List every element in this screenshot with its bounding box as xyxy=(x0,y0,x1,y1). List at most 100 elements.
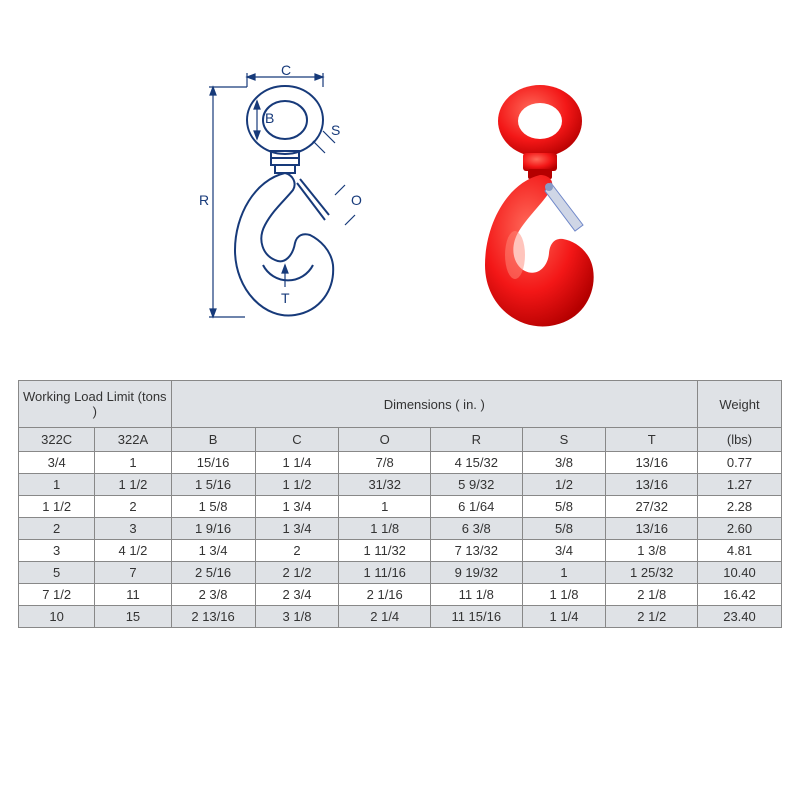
table-cell: 1 3/4 xyxy=(255,518,339,540)
table-cell: 4 15/32 xyxy=(430,452,522,474)
table-cell: 1 3/4 xyxy=(171,540,255,562)
table-cell: 3 1/8 xyxy=(255,606,339,628)
table-cell: 3/8 xyxy=(522,452,606,474)
dim-label-r: R xyxy=(199,192,209,208)
table-cell: 1 1/8 xyxy=(522,584,606,606)
table-cell: 1 xyxy=(339,496,431,518)
table-cell: 3 xyxy=(95,518,171,540)
table-cell: 31/32 xyxy=(339,474,431,496)
table-cell: 10.40 xyxy=(698,562,782,584)
table-cell: 15/16 xyxy=(171,452,255,474)
table-cell: 1 xyxy=(19,474,95,496)
table-cell: 2 1/8 xyxy=(606,584,698,606)
spec-table-container: Working Load Limit (tons ) Dimensions ( … xyxy=(0,380,800,628)
table-cell: 7 xyxy=(95,562,171,584)
table-row: 34 1/21 3/421 11/327 13/323/41 3/84.81 xyxy=(19,540,782,562)
table-cell: 1 9/16 xyxy=(171,518,255,540)
spec-table: Working Load Limit (tons ) Dimensions ( … xyxy=(18,380,782,628)
table-cell: 5/8 xyxy=(522,496,606,518)
table-cell: 2.28 xyxy=(698,496,782,518)
table-cell: 5/8 xyxy=(522,518,606,540)
table-cell: 1 1/4 xyxy=(255,452,339,474)
table-cell: 11 1/8 xyxy=(430,584,522,606)
table-cell: 2 1/16 xyxy=(339,584,431,606)
table-cell: 2 xyxy=(255,540,339,562)
table-cell: 1 1/8 xyxy=(339,518,431,540)
table-cell: 15 xyxy=(95,606,171,628)
table-cell: 13/16 xyxy=(606,518,698,540)
diagram-area: C B S R O T xyxy=(0,0,800,380)
dim-label-t: T xyxy=(281,290,290,306)
table-cell: 1 25/32 xyxy=(606,562,698,584)
table-cell: 2 1/2 xyxy=(255,562,339,584)
table-cell: 3/4 xyxy=(19,452,95,474)
dim-label-s: S xyxy=(331,122,340,138)
table-row: 3/4115/161 1/47/84 15/323/813/160.77 xyxy=(19,452,782,474)
col-header: B xyxy=(171,428,255,452)
table-cell: 27/32 xyxy=(606,496,698,518)
table-cell: 3/4 xyxy=(522,540,606,562)
header-dims: Dimensions ( in. ) xyxy=(171,381,697,428)
table-cell: 1 xyxy=(522,562,606,584)
table-cell: 2 3/8 xyxy=(171,584,255,606)
col-header: O xyxy=(339,428,431,452)
table-cell: 1 11/16 xyxy=(339,562,431,584)
table-cell: 2 1/2 xyxy=(606,606,698,628)
table-cell: 11 xyxy=(95,584,171,606)
col-header: 322C xyxy=(19,428,95,452)
table-cell: 1 1/4 xyxy=(522,606,606,628)
table-cell: 2 3/4 xyxy=(255,584,339,606)
table-cell: 23.40 xyxy=(698,606,782,628)
table-cell: 1 5/8 xyxy=(171,496,255,518)
table-cell: 2 xyxy=(95,496,171,518)
table-cell: 13/16 xyxy=(606,474,698,496)
table-cell: 16.42 xyxy=(698,584,782,606)
dim-label-b: B xyxy=(265,110,274,126)
col-header: T xyxy=(606,428,698,452)
table-cell: 1 11/32 xyxy=(339,540,431,562)
table-cell: 4 1/2 xyxy=(95,540,171,562)
table-cell: 5 xyxy=(19,562,95,584)
hook-technical-diagram: C B S R O T xyxy=(185,65,385,345)
table-cell: 5 9/32 xyxy=(430,474,522,496)
col-header: 322A xyxy=(95,428,171,452)
table-cell: 7 13/32 xyxy=(430,540,522,562)
table-cell: 13/16 xyxy=(606,452,698,474)
table-cell: 1 1/2 xyxy=(255,474,339,496)
table-cell: 2 5/16 xyxy=(171,562,255,584)
table-cell: 4.81 xyxy=(698,540,782,562)
table-cell: 9 19/32 xyxy=(430,562,522,584)
table-cell: 7/8 xyxy=(339,452,431,474)
col-header: S xyxy=(522,428,606,452)
table-cell: 2 xyxy=(19,518,95,540)
table-cell: 1 1/2 xyxy=(19,496,95,518)
col-header: C xyxy=(255,428,339,452)
table-cell: 1 1/2 xyxy=(95,474,171,496)
table-cell: 7 1/2 xyxy=(19,584,95,606)
table-cell: 2 1/4 xyxy=(339,606,431,628)
table-cell: 6 1/64 xyxy=(430,496,522,518)
table-row: 7 1/2112 3/82 3/42 1/1611 1/81 1/82 1/81… xyxy=(19,584,782,606)
table-cell: 6 3/8 xyxy=(430,518,522,540)
table-cell: 10 xyxy=(19,606,95,628)
table-cell: 1 xyxy=(95,452,171,474)
table-cell: 3 xyxy=(19,540,95,562)
dim-label-c: C xyxy=(281,65,291,78)
table-row: 231 9/161 3/41 1/86 3/85/813/162.60 xyxy=(19,518,782,540)
table-cell: 1 3/8 xyxy=(606,540,698,562)
header-wll: Working Load Limit (tons ) xyxy=(19,381,172,428)
col-header: (lbs) xyxy=(698,428,782,452)
table-cell: 1 5/16 xyxy=(171,474,255,496)
table-row: 11 1/21 5/161 1/231/325 9/321/213/161.27 xyxy=(19,474,782,496)
table-cell: 11 15/16 xyxy=(430,606,522,628)
table-row: 1 1/221 5/81 3/416 1/645/827/322.28 xyxy=(19,496,782,518)
table-cell: 0.77 xyxy=(698,452,782,474)
table-cell: 2 13/16 xyxy=(171,606,255,628)
col-header: R xyxy=(430,428,522,452)
table-row: 10152 13/163 1/82 1/411 15/161 1/42 1/22… xyxy=(19,606,782,628)
table-row: 572 5/162 1/21 11/169 19/3211 25/3210.40 xyxy=(19,562,782,584)
header-weight: Weight xyxy=(698,381,782,428)
table-cell: 1 3/4 xyxy=(255,496,339,518)
dim-label-o: O xyxy=(351,192,362,208)
table-cell: 1/2 xyxy=(522,474,606,496)
